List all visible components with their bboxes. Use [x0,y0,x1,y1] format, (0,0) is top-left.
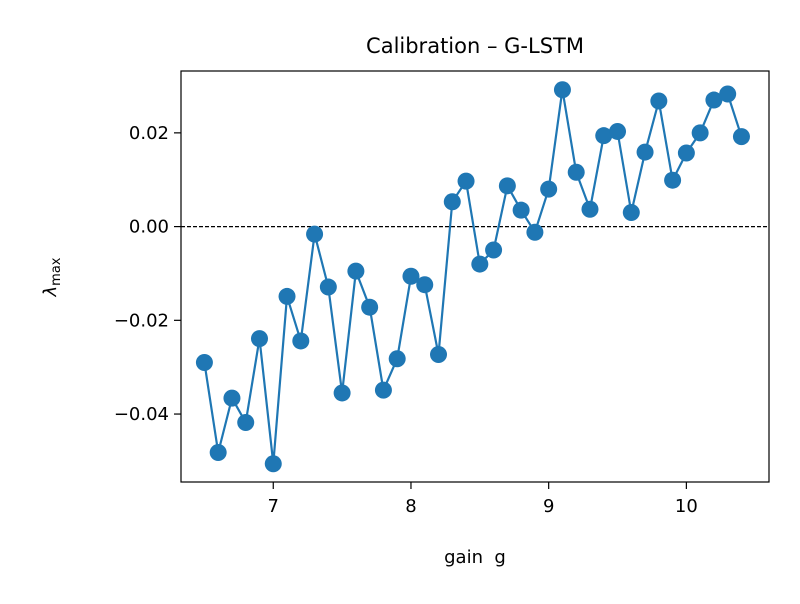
data-point [237,413,255,431]
data-point [319,278,337,296]
x-tick-label: 7 [268,496,279,517]
y-tick-label: −0.02 [114,310,169,331]
data-point [264,455,282,473]
data-point [223,389,241,407]
data-point [567,163,585,181]
data-point [677,144,695,162]
data-point [402,267,420,285]
data-point [732,128,750,146]
data-point [705,91,723,109]
data-point [292,332,310,350]
data-point [540,180,558,198]
data-point [471,255,489,273]
data-point [388,350,406,368]
data-point [306,225,324,243]
data-point [622,204,640,222]
series-line [203,88,743,465]
y-tick-label: 0.00 [129,217,169,238]
data-point [278,287,296,305]
data-point [333,384,351,402]
data-point [636,143,654,161]
data-point [347,262,365,280]
data-point [430,346,448,364]
y-axis-label-symbol: λ [40,286,61,298]
x-tick-label: 9 [543,496,554,517]
x-axis-label: gain g [444,547,506,568]
data-point [498,177,516,195]
series-layer [195,81,750,473]
data-point [361,298,379,316]
y-axis-label: λmax [40,257,64,297]
y-tick-label: 0.02 [129,123,169,144]
x-axis-ticks: 7 8 9 10 [268,482,698,517]
data-point [374,381,392,399]
data-point [416,276,434,294]
data-point [691,124,709,142]
data-point [581,200,599,218]
data-point [250,330,268,348]
data-point [209,443,227,461]
data-point [595,127,613,145]
data-point [512,201,530,219]
x-tick-label: 10 [675,496,698,517]
data-point [443,193,461,211]
plot-area-frame [180,70,770,483]
data-point [664,171,682,189]
y-axis-ticks: −0.04 −0.02 0.00 0.02 [114,123,181,425]
y-tick-label: −0.04 [114,404,169,425]
data-point [526,223,544,241]
data-point [457,172,475,190]
data-point [650,92,668,110]
data-point [553,81,571,99]
y-axis-label-subscript: max [49,257,64,286]
data-point [195,353,213,371]
x-tick-label: 8 [405,496,416,517]
data-point [485,241,503,259]
data-point [609,122,627,140]
data-point [719,85,737,103]
chart-title: Calibration – G-LSTM [366,34,584,58]
